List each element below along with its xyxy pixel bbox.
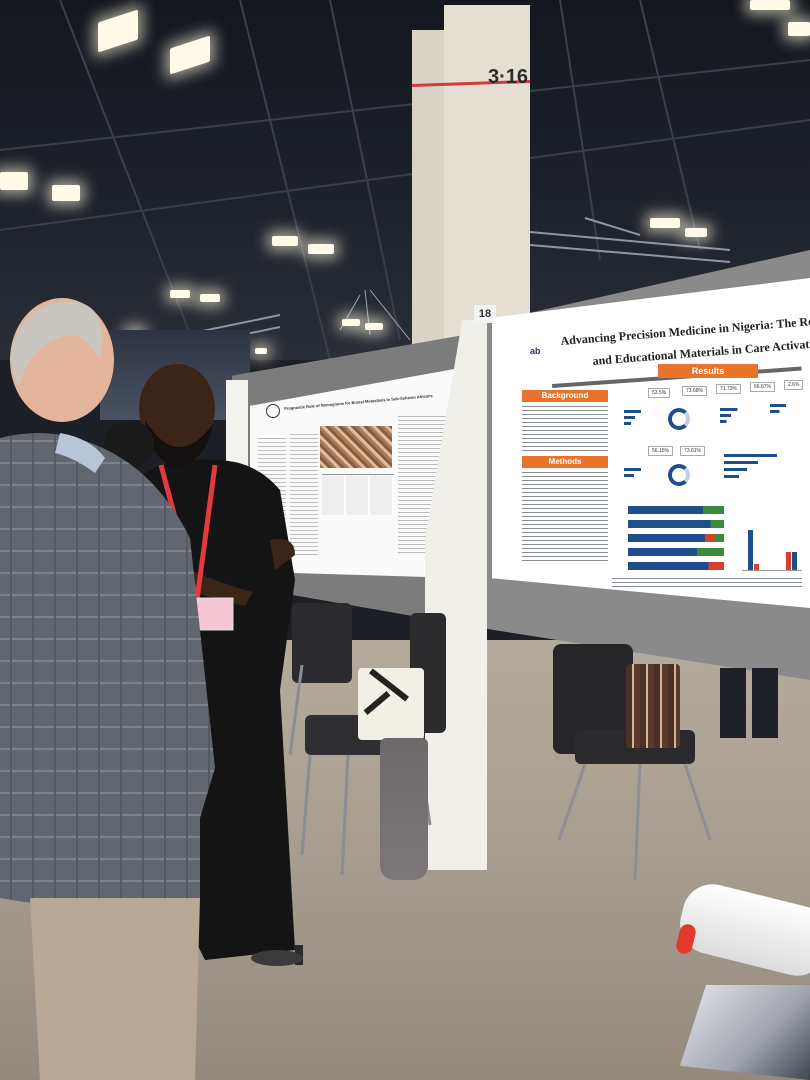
poster-logo: ab [530, 346, 541, 356]
stat-box: 53.5% [648, 388, 671, 398]
ceiling-light [308, 244, 334, 254]
ceiling-light [52, 185, 80, 201]
ceiling-light [685, 228, 707, 237]
background-text [522, 406, 608, 452]
methods-text [522, 472, 608, 562]
stat-box: 73.68% [682, 386, 707, 396]
left-poster-col2 [290, 434, 318, 558]
section-background: Background [522, 390, 608, 402]
tote-bag [358, 668, 424, 740]
ceiling-light [750, 0, 790, 10]
stat-box: 2.6% [784, 380, 804, 390]
ceiling-light [272, 236, 298, 246]
draped-jacket [380, 738, 428, 880]
bar-chart-horizontal [724, 454, 800, 494]
bar-chart-small [770, 404, 802, 426]
bar-chart-small [624, 468, 652, 486]
pillar-number-label: 3·16 [488, 66, 529, 88]
plastic-bag [680, 985, 810, 1080]
concrete-pillar-front [444, 5, 530, 350]
stat-box: 71.73% [716, 384, 741, 394]
section-results: Results [658, 364, 758, 378]
section-methods: Methods [522, 456, 608, 468]
ceiling-light [255, 348, 267, 354]
stat-box: 66.67% [750, 382, 775, 392]
left-poster-logo [266, 404, 280, 418]
stat-box: 56.15% [648, 446, 673, 456]
chair-right [553, 644, 712, 881]
distant-person-legs [720, 668, 778, 738]
chair-left [288, 603, 446, 876]
bar-chart-small [624, 410, 652, 430]
stacked-bar-chart [628, 506, 724, 570]
ceiling-light [342, 319, 360, 326]
ceiling-light [200, 294, 220, 302]
vertical-bar-chart [742, 518, 802, 571]
left-poster-graphs [322, 474, 394, 515]
donut-chart [668, 408, 690, 430]
ceiling-light [0, 172, 28, 190]
observer [0, 298, 215, 1080]
plaid-bag [626, 664, 680, 748]
stat-box: 73.61% [680, 446, 705, 456]
concrete-pillar [412, 30, 446, 350]
left-poster-image [320, 426, 392, 468]
poster-footer-text [612, 578, 802, 590]
main-poster-sheet: ab Advancing Precision Medicine in Niger… [492, 278, 810, 608]
ceiling-light [650, 218, 680, 228]
bar-chart-small [720, 408, 752, 430]
ceiling-light [365, 323, 383, 330]
board-number: 18 [474, 305, 496, 323]
ceiling-light [788, 22, 810, 36]
donut-chart [668, 464, 690, 486]
ceiling-light [170, 290, 190, 298]
